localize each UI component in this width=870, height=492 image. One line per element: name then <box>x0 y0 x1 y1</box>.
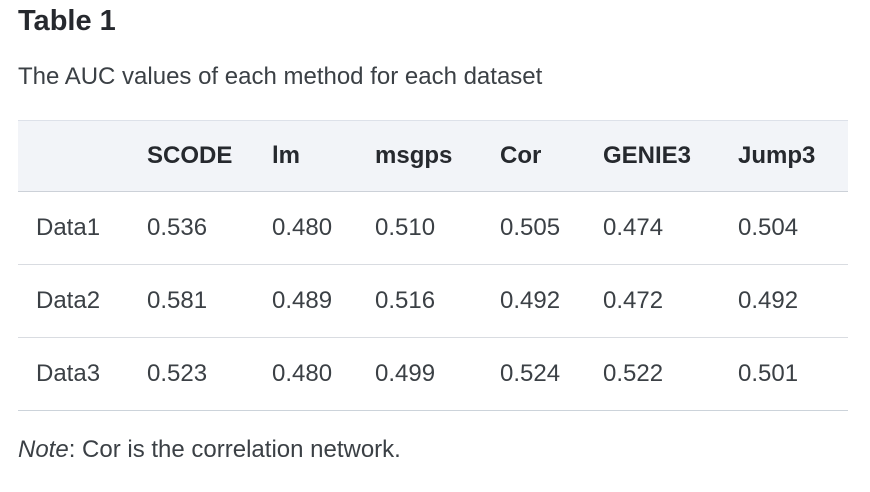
table-cell: 0.523 <box>147 360 208 387</box>
table-page: Table 1 The AUC values of each method fo… <box>18 5 848 464</box>
table-cell: 0.504 <box>738 214 799 241</box>
table-cell: 0.581 <box>147 287 208 314</box>
table-row: Data3 0.523 0.480 0.499 0.524 0.522 0.50… <box>18 338 848 411</box>
table-row: Data2 0.581 0.489 0.516 0.492 0.472 0.49… <box>18 265 848 338</box>
table-cell: 0.516 <box>375 287 436 314</box>
table-cell: 0.480 <box>272 214 333 241</box>
table-caption: The AUC values of each method for each d… <box>18 63 543 90</box>
table-header-row: SCODE lm msgps Cor GENIE3 Jump3 <box>18 120 848 192</box>
note-text: : Cor is the correlation network. <box>68 436 401 463</box>
header-cell-msgps: msgps <box>375 142 453 169</box>
table-cell: 0.472 <box>603 287 664 314</box>
table-cell: 0.492 <box>738 287 799 314</box>
table-row: Data1 0.536 0.480 0.510 0.505 0.474 0.50… <box>18 192 848 265</box>
header-cell-jump3: Jump3 <box>738 142 816 169</box>
header-cell-empty <box>18 121 129 192</box>
table-cell: 0.522 <box>603 360 664 387</box>
table-cell: 0.492 <box>500 287 561 314</box>
table-cell: 0.474 <box>603 214 664 241</box>
table-cell: 0.499 <box>375 360 436 387</box>
row-label: Data1 <box>36 214 101 241</box>
table-title: Table 1 <box>18 5 116 37</box>
row-label: Data3 <box>36 360 101 387</box>
note-label: Note <box>18 436 69 463</box>
table-cell: 0.501 <box>738 360 799 387</box>
table-cell: 0.536 <box>147 214 208 241</box>
table-cell: 0.489 <box>272 287 333 314</box>
table-cell: 0.505 <box>500 214 561 241</box>
table-cell: 0.480 <box>272 360 333 387</box>
table-note: Note: Cor is the correlation network. <box>18 436 848 464</box>
table-cell: 0.524 <box>500 360 561 387</box>
header-cell-lm: lm <box>272 142 301 169</box>
row-label: Data2 <box>36 287 101 314</box>
header-cell-genie3: GENIE3 <box>603 142 692 169</box>
header-cell-scode: SCODE <box>147 142 233 169</box>
header-cell-cor: Cor <box>500 142 542 169</box>
table-cell: 0.510 <box>375 214 436 241</box>
auc-table: SCODE lm msgps Cor GENIE3 Jump3 Data1 0.… <box>18 120 848 411</box>
